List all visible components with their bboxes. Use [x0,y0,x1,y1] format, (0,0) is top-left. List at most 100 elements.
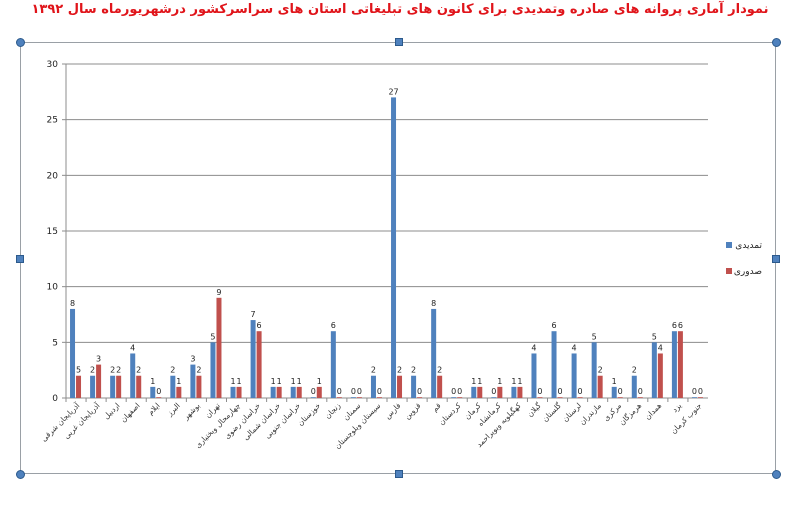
bar-renewal [691,397,697,398]
bar-issued [176,386,182,398]
bar-issued [637,397,643,398]
data-label: 1 [271,377,276,386]
data-label: 8 [70,299,75,308]
bar-issued [336,397,342,398]
data-label: 0 [638,387,643,396]
bar-renewal [511,386,517,398]
bar-issued [657,353,663,398]
data-label: 5 [76,366,81,375]
data-label: 0 [417,387,422,396]
bar-issued [477,386,483,398]
data-label: 4 [572,343,577,352]
bar-renewal [110,375,116,398]
data-label: 7 [251,310,256,319]
resize-handle-top[interactable] [395,38,403,46]
bar-issued [397,375,403,398]
bar-issued [96,364,102,398]
bar-renewal [310,397,316,398]
bar-renewal [551,331,557,398]
bar-issued [276,386,282,398]
resize-handle-top-left[interactable] [16,38,25,47]
bar-renewal [350,397,356,398]
data-label: 9 [216,288,221,297]
bar-issued [457,397,463,398]
resize-handle-bottom-right[interactable] [772,470,781,479]
x-tick-label: قزوین [403,401,423,421]
x-tick-label: بوشهر [181,401,202,422]
data-label: 1 [497,377,502,386]
bar-issued [316,386,322,398]
data-label: 4 [658,343,663,352]
data-label: 1 [297,377,302,386]
bar-renewal [671,331,677,398]
bar-issued [216,297,222,398]
data-label: 2 [110,366,115,375]
data-label: 1 [471,377,476,386]
resize-handle-right[interactable] [772,255,780,263]
x-tick-label: هرمزگان [617,401,643,427]
data-label: 1 [150,377,155,386]
x-tick-label: زنجان [323,401,343,421]
data-label: 2 [371,366,376,375]
bar-renewal [451,397,457,398]
x-tick-label: همدان [643,401,663,421]
bar-renewal [170,375,176,398]
resize-handle-bottom[interactable] [395,470,403,478]
x-tick-label: ایلام [146,401,162,417]
bar-issued [617,397,623,398]
data-label: 1 [612,377,617,386]
bar-issued [417,397,423,398]
data-label: 2 [170,366,175,375]
data-label: 6 [331,321,336,330]
x-tick-label: قم [430,401,443,414]
bar-issued [76,375,82,398]
data-label: 0 [457,387,462,396]
data-label: 3 [96,355,101,364]
data-label: 1 [230,377,235,386]
bar-renewal [150,386,156,398]
data-label: 6 [678,321,683,330]
y-tick-label: 25 [47,116,58,126]
x-tick-label: مازندران [577,401,603,427]
bar-renewal [330,331,336,398]
data-label: 4 [531,343,536,352]
bar-issued [376,397,382,398]
x-tick-label: فارس [383,401,403,421]
data-label: 0 [337,387,342,396]
bar-renewal [531,353,537,398]
bar-issued [236,386,242,398]
bar-issued [256,331,262,398]
data-label: 1 [517,377,522,386]
data-label: 0 [692,387,697,396]
data-label: 5 [592,332,597,341]
bar-issued [196,375,202,398]
data-label: 2 [437,366,442,375]
data-label: 0 [451,387,456,396]
x-tick-label: خوزستان [296,401,323,428]
bar-issued [677,331,683,398]
data-label: 1 [317,377,322,386]
resize-handle-top-right[interactable] [772,38,781,47]
bar-renewal [431,308,437,398]
data-label: 2 [136,366,141,375]
bar-renewal [471,386,477,398]
bar-renewal [571,353,577,398]
bar-renewal [230,386,236,398]
x-tick-label: اصفهان [119,401,142,424]
bar-renewal [611,386,617,398]
data-label: 0 [311,387,316,396]
legend-swatch [726,242,732,248]
data-label: 0 [537,387,542,396]
data-label: 1 [291,377,296,386]
resize-handle-bottom-left[interactable] [16,470,25,479]
x-tick-label: البرز [165,401,182,418]
data-label: 2 [397,366,402,375]
bar-renewal [90,375,96,398]
bar-renewal [290,386,296,398]
resize-handle-left[interactable] [16,255,24,263]
bar-renewal [190,364,196,398]
bar-issued [296,386,302,398]
data-label: 0 [156,387,161,396]
bar-issued [537,397,543,398]
